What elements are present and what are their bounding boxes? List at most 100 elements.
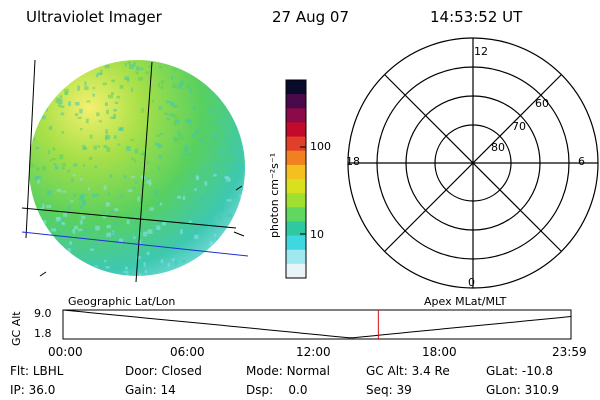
globe-speckle-cell [123, 175, 127, 179]
globe-speckle-cell [230, 170, 235, 175]
footer-gc-alt: GC Alt: 3.4 Re [366, 364, 450, 378]
globe-speckle-cell [195, 91, 199, 97]
footer-flt: Flt: LBHL [10, 364, 64, 378]
globe-speckle-cell [60, 112, 65, 116]
globe-speckle-cell [98, 120, 102, 123]
globe-speckle-cell [86, 100, 91, 103]
globe-speckle-cell [201, 263, 205, 268]
globe-speckle-cell [218, 215, 221, 220]
globe-speckle-cell [61, 222, 64, 225]
globe-speckle-cell [217, 96, 220, 101]
footer-ip: IP: 36.0 [10, 383, 56, 397]
globe-speckle-cell [160, 259, 164, 264]
globe-speckle-cell [219, 161, 222, 166]
globe-speckle-cell [55, 216, 61, 222]
globe-speckle-cell [240, 150, 245, 154]
globe-speckle-cell [239, 194, 243, 198]
globe-speckle-cell [193, 162, 198, 165]
globe-speckle-cell [233, 125, 238, 130]
globe-speckle-cell [45, 107, 48, 112]
globe-speckle-cell [101, 260, 105, 266]
globe-speckle-cell [138, 76, 144, 81]
globe-speckle-cell [52, 157, 57, 161]
globe-speckle-cell [97, 72, 102, 76]
globe-speckle-cell [38, 67, 43, 72]
globe-speckle-cell [219, 167, 222, 171]
globe-speckle-cell [113, 113, 116, 119]
globe-speckle-cell [111, 79, 115, 83]
globe-tick [233, 231, 245, 237]
globe-speckle-cell [196, 176, 200, 181]
globe-speckle-cell [110, 116, 115, 120]
globe-speckle-cell [241, 221, 245, 226]
globe-speckle-cell [130, 87, 133, 92]
globe-speckle-cell [92, 193, 96, 198]
globe-speckle-cell [170, 101, 175, 107]
globe-speckle-cell [46, 190, 52, 196]
globe-speckle-cell [144, 270, 147, 274]
globe-speckle-cell [241, 212, 245, 216]
globe-speckle-cell [52, 147, 56, 151]
globe-speckle-cell [181, 187, 184, 191]
globe-speckle-cell [82, 233, 85, 237]
globe-speckle-cell [174, 137, 179, 143]
globe-speckle-cell [55, 97, 60, 102]
polar-mlt-18: 18 [346, 155, 360, 168]
globe-speckle-cell [56, 188, 62, 193]
globe-speckle-cell [209, 77, 212, 81]
globe-speckle-cell [61, 131, 64, 135]
globe-speckle-cell [92, 93, 95, 97]
globe-speckle-cell [224, 137, 228, 140]
globe-speckle-cell [53, 86, 57, 91]
globe-speckle-cell [195, 269, 200, 273]
globe-speckle-cell [33, 221, 37, 224]
globe-speckle-cell [37, 176, 42, 179]
colorbar-band [286, 94, 306, 109]
globe-speckle-cell [201, 224, 206, 229]
globe-speckle-cell [61, 167, 65, 170]
globe-speckle-cell [146, 179, 152, 184]
globe-speckle-cell [88, 267, 92, 271]
globe-speckle-cell [114, 208, 119, 211]
globe-speckle-cell [199, 196, 205, 201]
globe-speckle-cell [62, 190, 67, 193]
globe-speckle-cell [98, 257, 102, 261]
globe-speckle-cell [200, 218, 203, 223]
globe-speckle-cell [186, 83, 191, 88]
globe-speckle-cell [59, 95, 63, 99]
polar-lat-80: 80 [491, 141, 505, 154]
globe-speckle-cell [103, 144, 108, 148]
globe-speckle-cell [67, 205, 71, 210]
globe-speckle-cell [211, 222, 216, 227]
polar-mlt-0: 0 [468, 276, 475, 289]
globe-speckle-cell [194, 234, 199, 240]
globe-speckle-cell [141, 108, 144, 113]
globe-speckle-cell [157, 144, 163, 149]
globe-speckle-cell [230, 235, 236, 238]
globe-speckle-cell [81, 216, 86, 220]
globe-speckle-cell [113, 135, 117, 139]
colorbar-band [286, 193, 306, 208]
globe-parallel-line [21, 207, 237, 229]
globe-speckle-cell [78, 228, 83, 232]
globe-speckle-cell [235, 82, 240, 88]
globe-speckle-cell [88, 272, 91, 276]
globe-speckle-cell [126, 273, 129, 276]
globe-speckle-cell [53, 163, 57, 166]
colorbar-band [286, 263, 306, 279]
globe-speckle-cell [187, 270, 191, 273]
globe-speckle-cell [52, 88, 58, 93]
globe-speckle-cell [194, 188, 197, 191]
globe-speckle-cell [91, 244, 97, 249]
globe-speckle-cell [209, 241, 213, 247]
uv-globe-image [21, 59, 249, 283]
globe-speckle-cell [194, 129, 199, 135]
globe-speckle-cell [200, 138, 204, 143]
instrument-title: Ultraviolet Imager [26, 8, 162, 26]
globe-speckle-cell [239, 61, 242, 66]
globe-speckle-cell [165, 100, 171, 104]
globe-speckle-cell [54, 165, 59, 170]
globe-speckle-cell [133, 236, 136, 239]
globe-speckle-cell [198, 176, 202, 181]
globe-speckle-cell [60, 105, 65, 108]
